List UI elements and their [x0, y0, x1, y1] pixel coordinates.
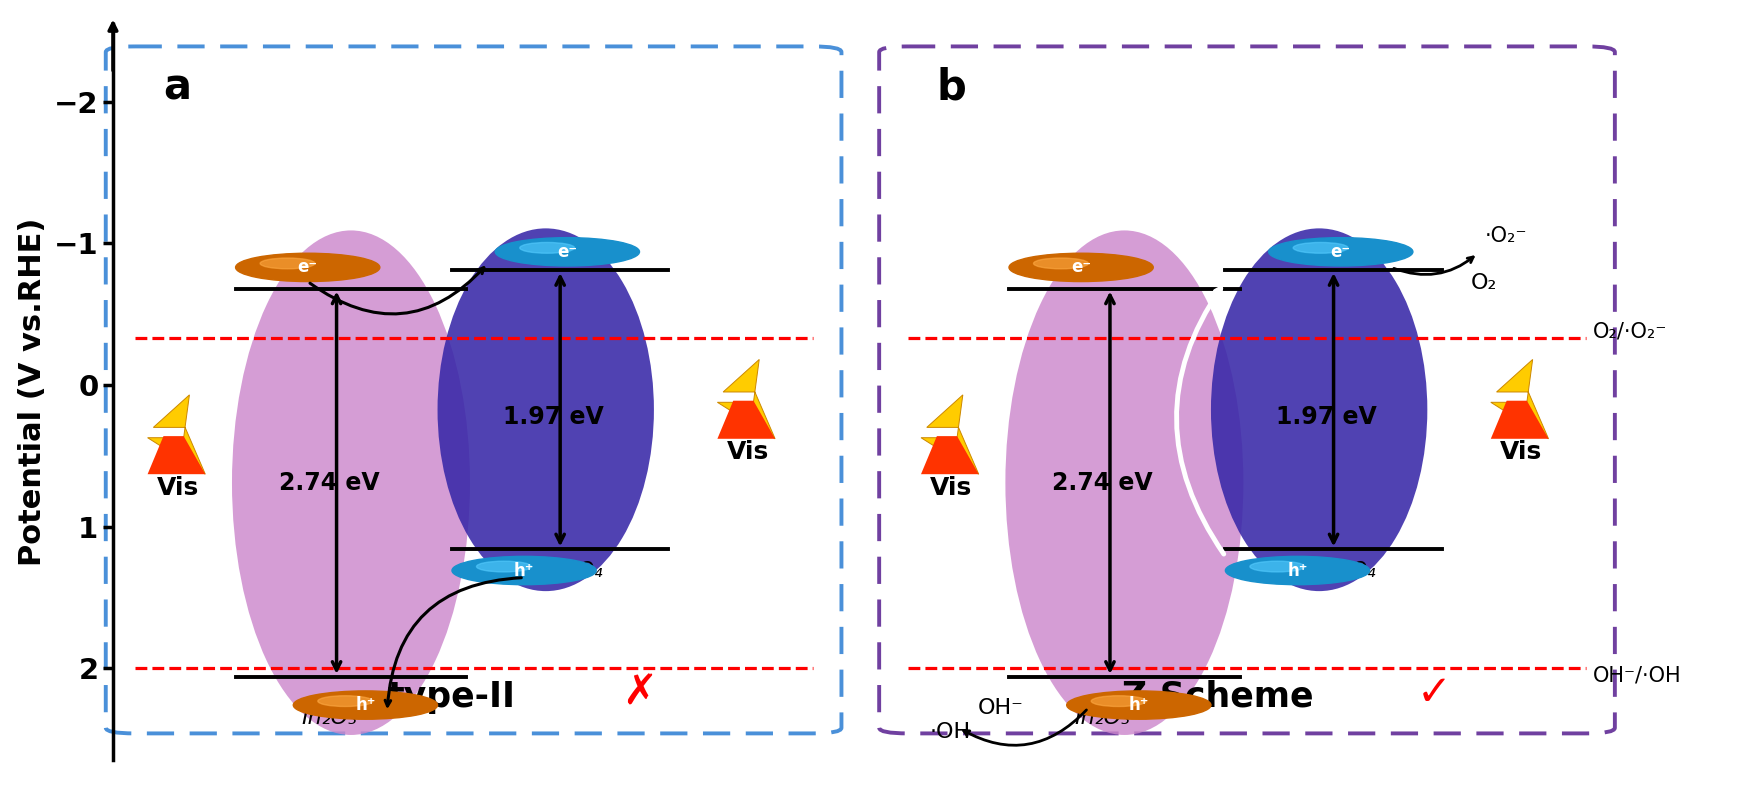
Circle shape — [1067, 691, 1211, 719]
Polygon shape — [718, 401, 775, 439]
Circle shape — [1250, 562, 1305, 572]
Circle shape — [318, 695, 372, 706]
Circle shape — [520, 242, 575, 253]
Text: 2.74 eV: 2.74 eV — [1053, 470, 1152, 495]
Polygon shape — [921, 436, 978, 474]
Text: b: b — [937, 67, 966, 109]
Circle shape — [1034, 258, 1088, 268]
Circle shape — [452, 556, 596, 584]
Text: h⁺: h⁺ — [1128, 696, 1149, 714]
Text: ZnFe₂O₄: ZnFe₂O₄ — [1291, 561, 1376, 581]
Text: h⁺: h⁺ — [355, 696, 375, 714]
Polygon shape — [148, 436, 205, 474]
Text: type-II: type-II — [388, 680, 516, 714]
Text: ·OH: ·OH — [930, 722, 972, 742]
Circle shape — [1293, 242, 1349, 253]
Polygon shape — [1491, 360, 1549, 439]
Text: e⁻: e⁻ — [1071, 258, 1091, 276]
Text: e⁻: e⁻ — [558, 243, 577, 261]
Text: OH⁻/·OH: OH⁻/·OH — [1594, 665, 1682, 685]
Ellipse shape — [438, 228, 653, 591]
Circle shape — [1269, 238, 1413, 266]
Text: 2.74 eV: 2.74 eV — [280, 470, 379, 495]
Text: e⁻: e⁻ — [1331, 243, 1350, 261]
Circle shape — [476, 562, 532, 572]
Text: Vis: Vis — [930, 476, 973, 501]
Ellipse shape — [1211, 228, 1427, 591]
Text: O₂/·O₂⁻: O₂/·O₂⁻ — [1594, 321, 1667, 341]
Text: ✗: ✗ — [622, 672, 657, 714]
Text: O₂: O₂ — [1470, 273, 1496, 293]
Text: In₂O₃: In₂O₃ — [1074, 708, 1131, 728]
Text: In₂O₃: In₂O₃ — [301, 708, 358, 728]
Polygon shape — [921, 395, 978, 474]
Text: a: a — [163, 67, 191, 109]
Text: e⁻: e⁻ — [297, 258, 318, 276]
Polygon shape — [1491, 401, 1549, 439]
Text: OH⁻: OH⁻ — [977, 698, 1024, 718]
Text: Vis: Vis — [156, 476, 200, 501]
Circle shape — [261, 258, 315, 268]
Y-axis label: Potential (V vs.RHE): Potential (V vs.RHE) — [17, 218, 47, 566]
Text: ✓: ✓ — [1416, 672, 1451, 714]
Circle shape — [294, 691, 438, 719]
Circle shape — [1091, 695, 1145, 706]
Polygon shape — [718, 360, 775, 439]
Text: h⁺: h⁺ — [514, 562, 534, 580]
Text: ZnFe₂O₄: ZnFe₂O₄ — [518, 561, 603, 581]
Text: h⁺: h⁺ — [1288, 562, 1307, 580]
Polygon shape — [148, 395, 205, 474]
Text: 1.97 eV: 1.97 eV — [1276, 405, 1376, 428]
Ellipse shape — [1005, 230, 1243, 735]
Text: Vis: Vis — [1500, 440, 1542, 463]
Text: Z-Scheme: Z-Scheme — [1123, 680, 1314, 714]
Circle shape — [1225, 556, 1370, 584]
Circle shape — [236, 253, 381, 281]
Text: Vis: Vis — [726, 440, 768, 463]
Circle shape — [1010, 253, 1154, 281]
Text: ·O₂⁻: ·O₂⁻ — [1484, 227, 1528, 246]
Ellipse shape — [231, 230, 469, 735]
Circle shape — [495, 238, 640, 266]
Text: 1.97 eV: 1.97 eV — [502, 405, 603, 428]
